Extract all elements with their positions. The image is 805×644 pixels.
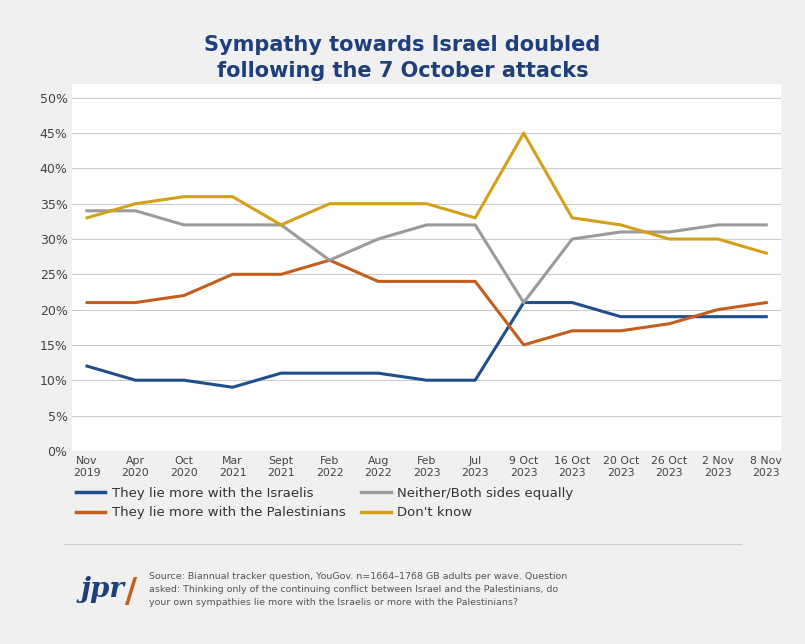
Text: Source: Biannual tracker question, YouGov. n=1664–1768 GB adults per wave. Quest: Source: Biannual tracker question, YouGo… (149, 572, 568, 607)
Text: /: / (125, 576, 137, 609)
Text: jpr: jpr (80, 576, 125, 603)
Legend: They lie more with the Israelis, They lie more with the Palestinians, Neither/Bo: They lie more with the Israelis, They li… (71, 482, 579, 525)
Text: Sympathy towards Israel doubled
following the 7 October attacks: Sympathy towards Israel doubled followin… (204, 35, 601, 81)
